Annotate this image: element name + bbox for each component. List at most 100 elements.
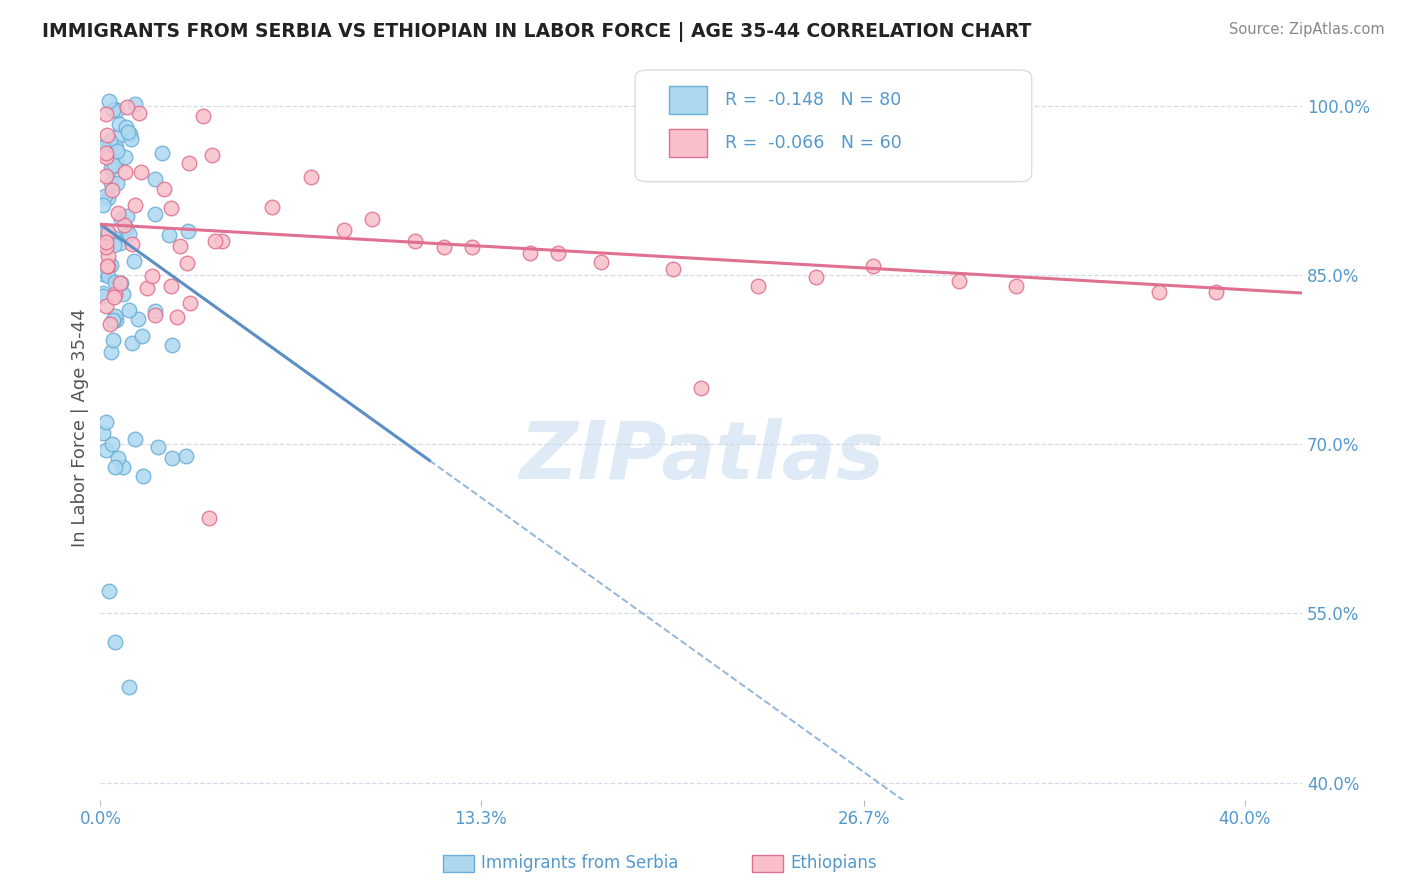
Point (117, 303, 139, 318)
Point (1205, 285, 1227, 299)
Point (101, 314, 124, 328)
Point (547, 245, 569, 260)
Point (141, 269, 163, 284)
Text: Immigrants from Serbia: Immigrants from Serbia (481, 855, 678, 872)
Point (120, 132, 142, 146)
Point (804, 270, 827, 285)
FancyBboxPatch shape (669, 86, 707, 114)
Point (108, 276, 131, 290)
Point (97, 269, 120, 284)
Point (96, 128, 118, 143)
Point (115, 209, 138, 223)
Text: Source: ZipAtlas.com: Source: ZipAtlas.com (1229, 22, 1385, 37)
Point (118, 227, 141, 241)
Point (103, 238, 125, 252)
Point (91, 425, 114, 440)
Point (96, 227, 118, 241)
Point (115, 221, 138, 235)
Point (96, 259, 118, 273)
Point (104, 140, 127, 154)
Point (91, 267, 114, 281)
Point (105, 176, 128, 190)
Point (117, 125, 139, 139)
Point (94, 415, 117, 429)
Point (121, 236, 143, 251)
Point (110, 276, 132, 290)
Point (91, 263, 114, 277)
Point (94, 224, 117, 238)
Point (129, 165, 152, 179)
Point (332, 223, 354, 237)
Point (107, 117, 129, 131)
Point (100, 176, 122, 190)
Point (115, 100, 138, 114)
Point (101, 333, 124, 347)
Point (461, 240, 484, 254)
Point (131, 329, 153, 343)
Point (94, 189, 117, 203)
Point (150, 146, 173, 161)
Point (132, 468, 155, 483)
Point (128, 106, 150, 120)
Point (124, 432, 146, 446)
Point (361, 211, 384, 226)
Point (104, 634, 127, 648)
Point (101, 437, 124, 451)
Point (94, 150, 117, 164)
Point (91, 198, 114, 212)
Point (112, 218, 135, 232)
FancyBboxPatch shape (636, 70, 1032, 182)
Point (589, 254, 612, 268)
Point (100, 345, 122, 359)
Point (121, 336, 143, 351)
Point (862, 259, 884, 273)
Point (169, 239, 191, 253)
Point (179, 296, 201, 310)
Point (103, 231, 125, 245)
Point (103, 290, 125, 304)
Point (136, 281, 159, 295)
Point (97, 583, 120, 598)
Point (91, 140, 114, 154)
Point (101, 103, 124, 117)
Point (260, 201, 283, 215)
Point (107, 205, 129, 219)
Point (118, 127, 141, 141)
Point (104, 275, 127, 289)
Point (160, 278, 183, 293)
Text: R =  -0.148   N = 80: R = -0.148 N = 80 (725, 91, 901, 109)
Point (110, 211, 132, 226)
Point (114, 150, 136, 164)
Point (174, 449, 197, 463)
Point (114, 120, 136, 134)
Point (160, 338, 183, 352)
Point (122, 254, 145, 268)
Text: R =  -0.066   N = 60: R = -0.066 N = 60 (725, 134, 903, 152)
Point (97, 226, 120, 240)
Point (160, 450, 183, 465)
Point (104, 459, 127, 474)
Point (101, 312, 124, 326)
Point (143, 308, 166, 322)
Point (94, 299, 117, 313)
Point (112, 459, 135, 474)
Text: Ethiopians: Ethiopians (790, 855, 877, 872)
Point (97, 259, 120, 273)
Point (108, 236, 131, 251)
Point (98, 134, 121, 148)
Point (118, 680, 141, 694)
Point (201, 148, 224, 162)
Point (103, 286, 125, 301)
Point (104, 309, 127, 323)
Point (94, 239, 117, 253)
Point (114, 165, 136, 179)
Point (145, 304, 167, 318)
Point (94, 107, 117, 121)
Point (101, 183, 124, 197)
Point (105, 144, 128, 158)
Point (1147, 285, 1170, 299)
Point (112, 287, 135, 301)
Point (96, 145, 118, 160)
Point (152, 181, 174, 195)
Point (176, 256, 198, 270)
